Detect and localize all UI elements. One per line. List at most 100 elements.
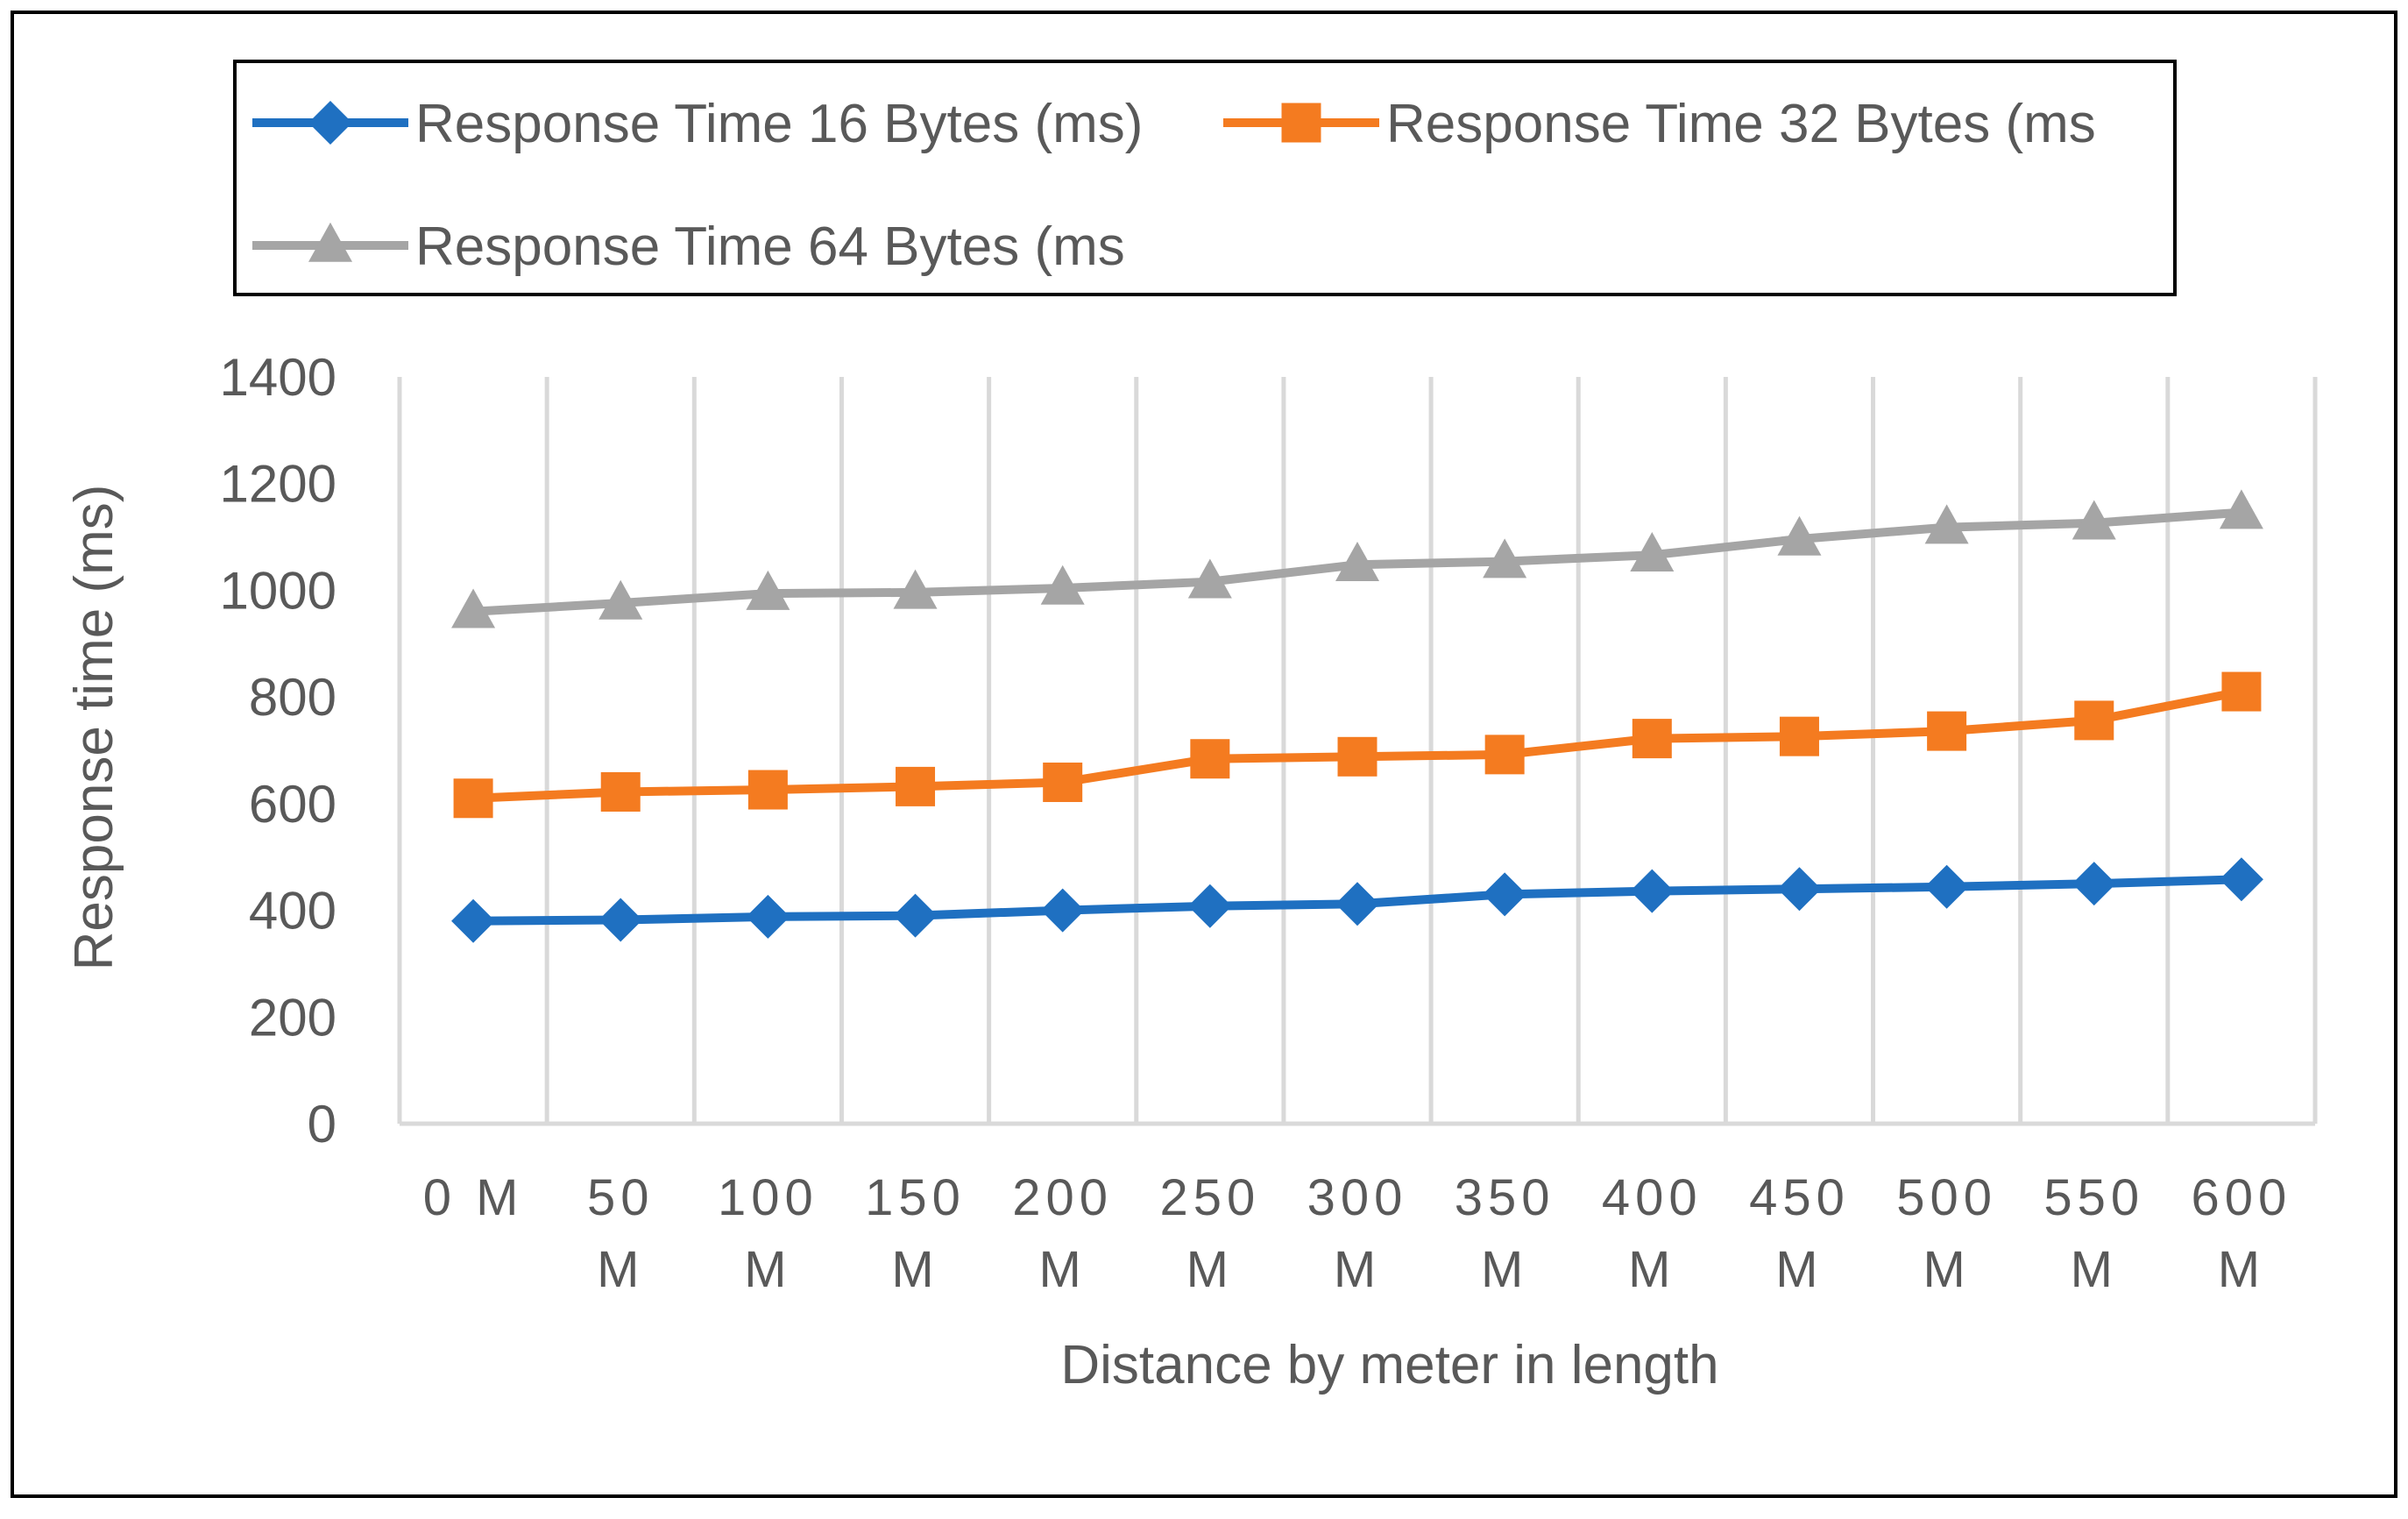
data-point-square [1043,763,1083,803]
data-point-diamond [2072,862,2116,906]
data-point-square [1632,719,1672,759]
x-tick-label: 0 M [423,1169,524,1226]
x-tick-label: 100 M [718,1169,818,1298]
legend-label: Response Time 32 Bytes (ms [1386,94,2096,154]
data-point-square [600,771,641,812]
x-tick-label-line: 400 [1602,1169,1703,1226]
x-tick-label: 500 M [1896,1169,1997,1298]
legend-swatch-marker [308,222,352,262]
x-tick-label-line: M [1186,1241,1234,1298]
x-tick-label-line: 450 [1749,1169,1850,1226]
y-axis-ticks: 0 200 400 600 800 1000 1200 1400 [220,348,336,1153]
x-tick-label-line: M [1628,1241,1675,1298]
x-tick-label: 150 M [865,1169,966,1298]
data-point-triangle [451,588,496,628]
data-point-square [1337,736,1378,777]
x-tick-label-line: M [1923,1241,1970,1298]
x-tick-label: 600 M [2192,1169,2292,1298]
data-point-diamond [1040,888,1085,933]
legend-item-3: Response Time 64 Bytes (ms [252,216,1125,277]
x-tick-label-line: 500 [1896,1169,1997,1226]
x-tick-label-line: 550 [2043,1169,2144,1226]
x-axis-label: Distance by meter in length [1060,1335,1718,1395]
data-point-square [2074,700,2114,741]
series-lines [451,489,2263,943]
data-point-triangle [1187,558,1232,599]
y-tick-label: 1000 [220,561,336,620]
legend-label: Response Time 64 Bytes (ms [415,216,1125,277]
data-point-diamond [451,898,496,943]
gridlines [397,377,2318,1126]
data-point-diamond [2219,857,2263,902]
x-tick-label: 400 M [1602,1169,1703,1298]
data-point-triangle [1630,532,1675,572]
x-tick-label: 250 M [1159,1169,1260,1298]
legend-item-2: Response Time 32 Bytes (ms [1223,94,2096,154]
x-tick-label-line: M [744,1241,791,1298]
data-point-diamond [1777,867,1822,912]
data-point-triangle [746,570,790,610]
x-tick-label: 350 M [1455,1169,1555,1298]
x-tick-label-line: M [1775,1241,1823,1298]
x-tick-label-line: 50 [587,1169,655,1226]
series-1 [451,857,2263,943]
x-tick-label: 300 M [1307,1169,1408,1298]
data-point-diamond [893,893,938,938]
data-point-triangle [598,579,643,620]
data-point-square [1190,739,1230,779]
x-tick-label-line: M [2218,1241,2265,1298]
series-2 [453,671,2262,819]
x-tick-label-line: M [597,1241,644,1298]
x-tick-label-line: 300 [1307,1169,1408,1226]
legend-swatch-marker [308,101,352,145]
data-point-square [1484,735,1525,775]
x-tick-label: 450 M [1749,1169,1850,1298]
data-point-diamond [1483,872,1527,917]
x-tick-label: 50 M [587,1169,655,1298]
y-tick-label: 400 [249,882,336,941]
data-point-diamond [746,894,790,939]
series-3 [451,489,2263,628]
data-point-diamond [1187,884,1232,928]
x-tick-label-line: M [1039,1241,1087,1298]
x-tick-label-line: 150 [865,1169,966,1226]
y-tick-label: 1200 [220,455,336,514]
x-tick-label-line: M [2071,1241,2118,1298]
data-point-triangle [1335,541,1379,581]
y-axis-label: Response time (ms) [64,485,124,971]
x-tick-label-line: 0 M [423,1169,524,1226]
y-tick-label: 600 [249,775,336,834]
data-point-triangle [2219,489,2263,529]
x-axis-ticks: 0 M 50M100M150M200M250M300M350M400M450M50… [423,1169,2292,1298]
legend-box [233,60,2177,296]
x-tick-label: 200 M [1012,1169,1113,1298]
data-point-square [2221,671,2262,712]
y-tick-label: 800 [249,668,336,727]
x-tick-label-line: 600 [2192,1169,2292,1226]
data-point-triangle [2072,500,2116,540]
data-point-square [453,778,493,819]
data-point-square [1927,711,1967,751]
data-point-square [896,766,936,806]
y-tick-label: 200 [249,988,336,1047]
data-point-triangle [1924,504,1969,544]
legend: Response Time 16 Bytes (ms) Response Time… [252,94,2096,277]
data-point-triangle [1040,564,1085,605]
x-tick-label-line: 100 [718,1169,818,1226]
x-tick-label-line: 200 [1012,1169,1113,1226]
y-tick-label: 1400 [220,348,336,407]
data-point-triangle [1777,515,1822,556]
data-point-square [1779,716,1819,756]
x-tick-label-line: M [1334,1241,1381,1298]
data-point-square [747,770,788,810]
x-tick-label-line: 250 [1159,1169,1260,1226]
data-point-diamond [598,898,643,942]
data-point-diamond [1630,869,1675,913]
data-point-triangle [893,569,938,609]
x-tick-label: 550 M [2043,1169,2144,1298]
x-tick-label-line: 350 [1455,1169,1555,1226]
data-point-diamond [1335,882,1379,926]
data-point-triangle [1483,538,1527,578]
